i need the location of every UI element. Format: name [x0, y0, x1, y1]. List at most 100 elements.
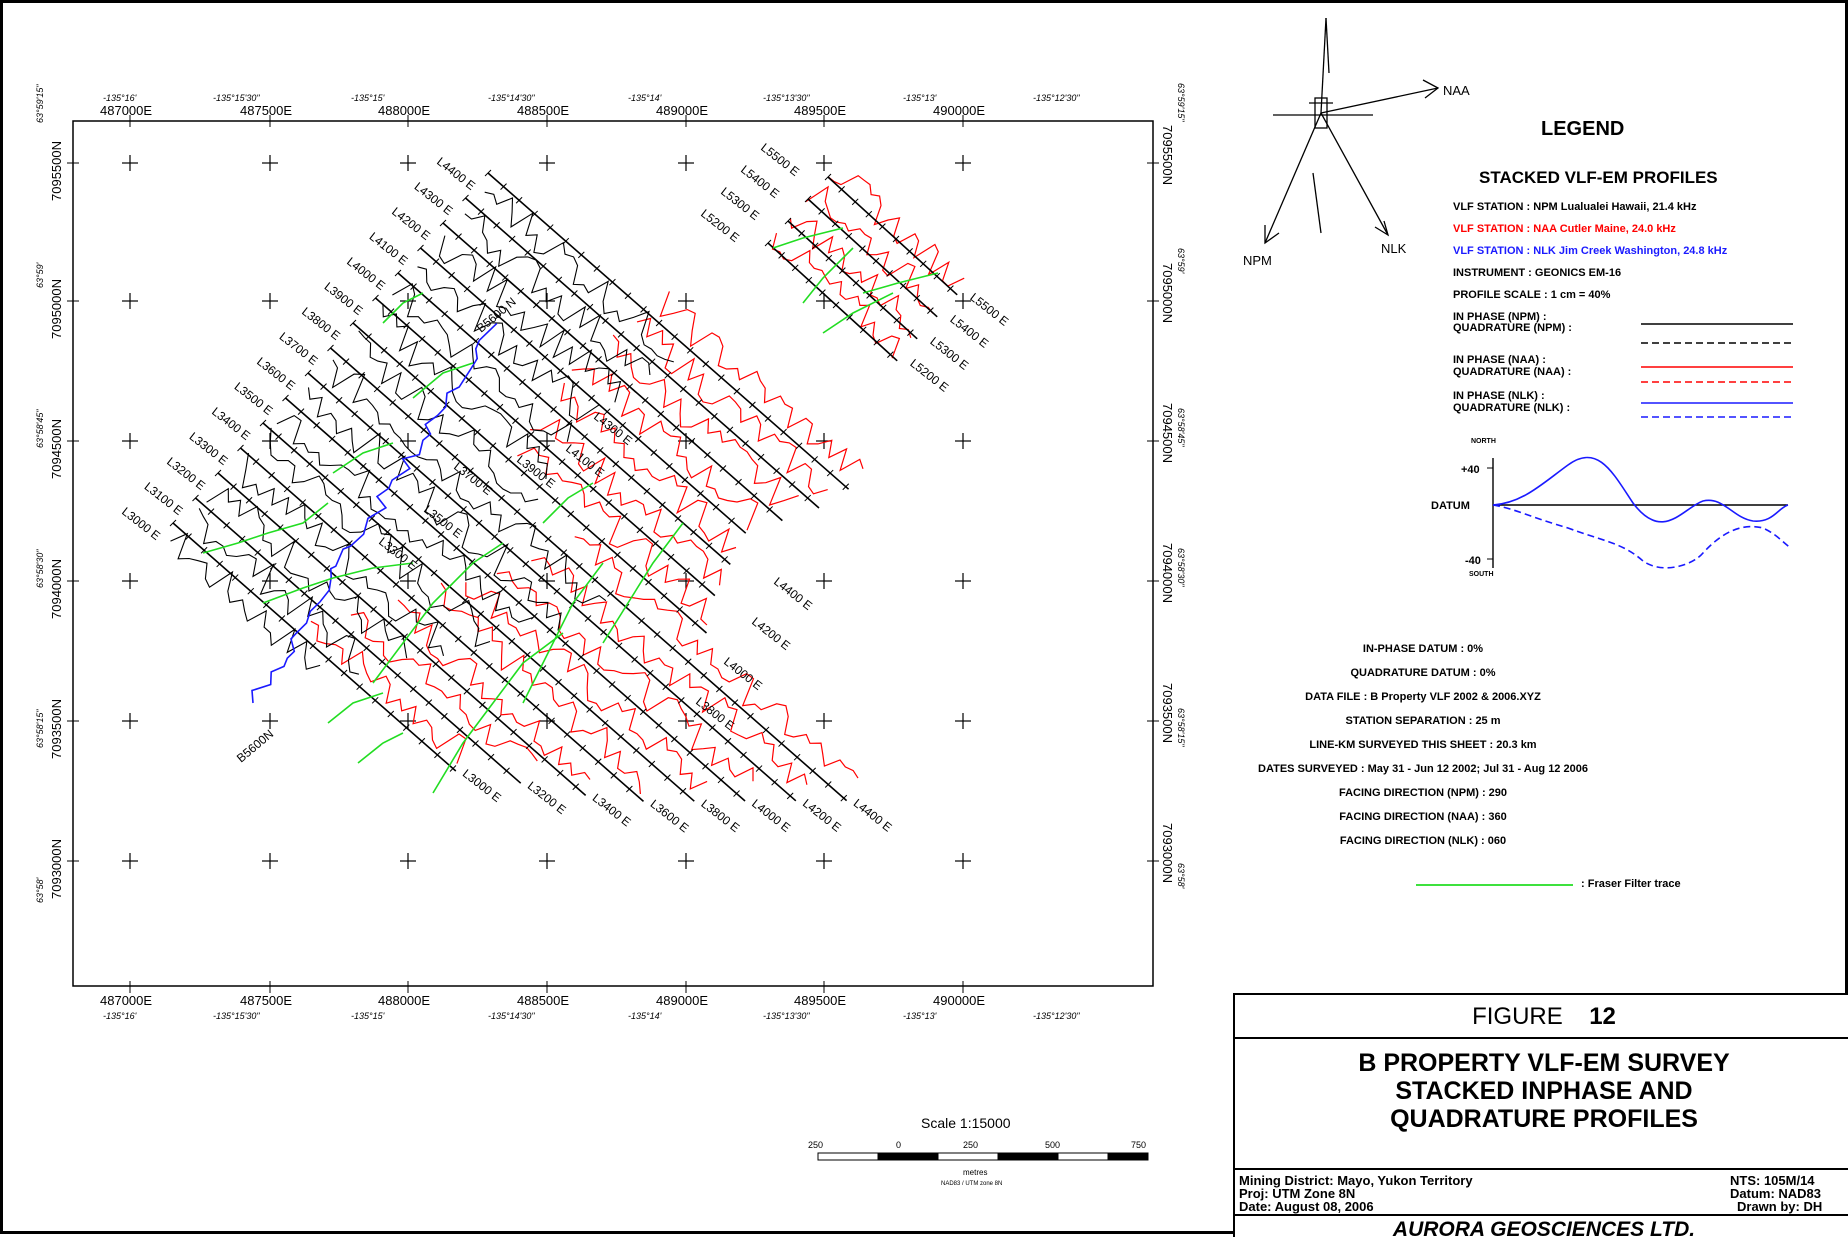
legend-title: LEGEND: [1541, 118, 1625, 140]
station-tick: [602, 317, 609, 325]
station-tick: [846, 314, 853, 321]
station-tick: [458, 415, 466, 422]
station-tick: [786, 792, 794, 800]
station-tick: [409, 685, 417, 693]
right-northing-label: 7093500N: [1160, 683, 1175, 743]
station-tick: [378, 658, 386, 666]
station-tick: [717, 776, 725, 784]
station-tick: [755, 765, 763, 772]
naa-arrow-label: NAA: [1443, 83, 1470, 98]
scale-tick-5: 750: [1131, 1140, 1146, 1150]
station-tick: [582, 524, 590, 531]
station-tick: [541, 353, 549, 361]
station-tick: [524, 651, 531, 659]
naa-profile: [310, 620, 467, 764]
station-tick: [358, 371, 365, 379]
station-tick: [804, 195, 812, 203]
station-tick: [456, 324, 464, 331]
bottom-easting-label: 490000E: [933, 993, 985, 1008]
station-tick: [672, 424, 680, 431]
fraser-trace: [262, 562, 414, 604]
station-tick: [216, 560, 224, 568]
station-tick: [416, 646, 424, 654]
station-tick: [947, 285, 954, 292]
right-latitude-label: 63°59'15": [1176, 83, 1186, 122]
left-northing-label: 7094000N: [49, 559, 64, 619]
station-tick: [887, 351, 894, 358]
station-tick: [370, 606, 377, 613]
station-tick: [501, 274, 509, 281]
station-tick: [726, 426, 734, 434]
station-tick: [845, 232, 853, 240]
station-tick: [237, 444, 244, 452]
station-tick: [268, 471, 275, 479]
station-tick: [402, 724, 410, 731]
station-tick: [865, 210, 873, 218]
station-tick: [432, 660, 440, 668]
station-tick: [866, 292, 873, 299]
station-tick: [764, 415, 772, 422]
instrument-text: INSTRUMENT : GEONICS EM-16: [1453, 267, 1622, 279]
station-tick: [624, 292, 632, 300]
station-tick: [323, 565, 331, 572]
station-tick: [634, 435, 642, 443]
station-tick: [391, 490, 398, 497]
fraser-trace: [542, 482, 594, 524]
station-tick: [788, 481, 796, 488]
station-tick: [899, 282, 907, 290]
bottom-longitude-label: -135°13': [903, 1011, 937, 1021]
station-tick: [316, 603, 324, 611]
station-tick: [254, 549, 262, 556]
station-tick: [525, 742, 533, 750]
line-end-label: L3200 E: [525, 779, 569, 818]
station-tick: [688, 437, 696, 445]
station-tick: [340, 669, 348, 677]
station-tick: [472, 740, 479, 747]
line-start-label: L3500 E: [232, 379, 276, 418]
station-tick: [493, 221, 500, 229]
inner-line-label: L4300 E: [591, 409, 635, 448]
station-tick: [564, 328, 571, 336]
station-tick: [771, 778, 778, 786]
fraser-trace: [432, 632, 564, 794]
station-tick: [795, 442, 803, 450]
station-tick: [906, 248, 913, 255]
bottom-longitude-label: -135°14'30": [488, 1011, 535, 1021]
station-tick: [544, 535, 552, 543]
station-tick: [686, 749, 694, 756]
station-tick: [581, 433, 589, 441]
naa-profile: [560, 382, 737, 553]
station-tick: [640, 306, 647, 313]
legend-sample-lines: [1641, 323, 1793, 418]
station-tick: [648, 358, 656, 366]
quadrature-nlk-label: QUADRATURE (NLK) :: [1453, 402, 1571, 414]
ne-naa-profile: [789, 218, 912, 338]
vlf-nlk-text: VLF STATION : NLK Jim Creek Washington, …: [1453, 245, 1728, 257]
line-start-label: L3800 E: [299, 304, 343, 343]
station-tick: [512, 417, 519, 425]
station-tick: [579, 342, 587, 350]
station-tick: [757, 453, 765, 461]
legend-subtitle: STACKED VLF-EM PROFILES: [1479, 168, 1718, 187]
npm-profile: [484, 191, 674, 363]
right-latitude-label: 63°58'15": [1176, 708, 1186, 747]
station-tick: [750, 492, 758, 500]
station-tick: [377, 567, 384, 575]
left-northing-label: 7095500N: [49, 141, 64, 201]
station-tick: [612, 460, 620, 468]
station-tick: [872, 257, 880, 265]
station-tick: [306, 460, 314, 468]
station-tick: [733, 790, 740, 797]
station-tick: [418, 737, 426, 745]
line-end-label: L4400 E: [851, 796, 895, 835]
right-latitude-label: 63°58': [1176, 863, 1186, 889]
station-tick: [524, 249, 532, 256]
naa-profile: [350, 611, 538, 762]
station-tick: [655, 722, 663, 729]
station-tick: [463, 687, 471, 695]
plus40-label: +40: [1461, 464, 1480, 476]
frame-ticks: [67, 115, 1159, 993]
station-tick: [831, 220, 839, 228]
station-tick: [679, 787, 687, 795]
station-tick: [697, 490, 704, 497]
